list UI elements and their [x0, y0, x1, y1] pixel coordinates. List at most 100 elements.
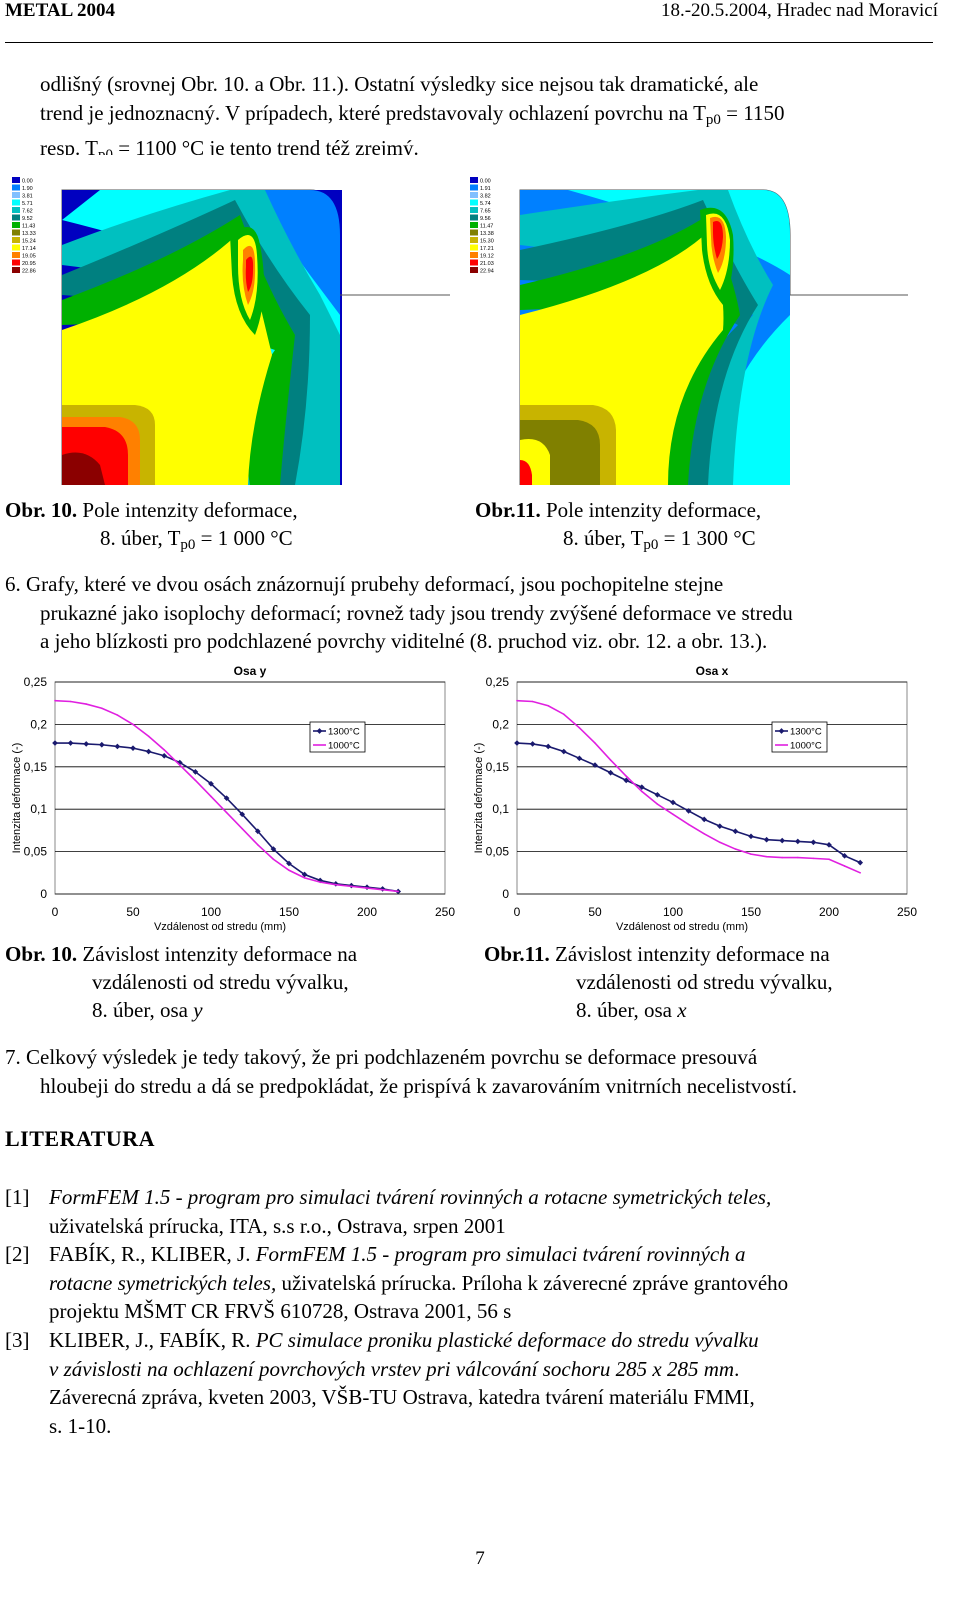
- chart-osa-x-series-1-point: [703, 832, 705, 835]
- chart-osa-y-xtick-label: 150: [279, 905, 299, 919]
- fem-legend-right-value: 0.00: [480, 179, 491, 185]
- fem-legend-left-value: 11.43: [22, 224, 35, 230]
- fem-caption-right-text: Pole intenzity deformace,: [540, 498, 762, 522]
- chart-osa-y-series-1-point: [288, 869, 290, 872]
- chart-osa-y-xtick-label: 200: [357, 905, 377, 919]
- fem-caption-right-sub: p0: [643, 537, 659, 553]
- chart-osa-x-series-0-point: [779, 837, 786, 844]
- chart-osa-y-title: Osa y: [234, 664, 267, 678]
- chart-osa-x-series-1-point: [812, 857, 815, 860]
- chart-osa-x-series-1-point: [843, 865, 846, 867]
- fem-legend-left-swatch: [12, 199, 20, 206]
- chart-osa-x-xlabel: Vzdálenost od stredu (mm): [616, 921, 748, 933]
- intro-line-1: odlišný (srovnej Obr. 10. a Obr. 11.). O…: [40, 72, 759, 96]
- fem-legend-left-swatch: [12, 192, 20, 198]
- fem-legend-left-value: 0.00: [22, 179, 33, 185]
- reference-2-line2: uživatelská prírucka. Príloha k záverecn…: [276, 1270, 789, 1295]
- chart-osa-x-legend-label: 1300°C: [790, 727, 822, 738]
- fem-legend-right-swatch: [470, 244, 478, 251]
- intro-line-2-text: trend je jednoznacný. V prípadech, které…: [40, 100, 706, 125]
- fem-legend-left-value: 20.95: [22, 261, 36, 267]
- chart-osa-y-ytick-label: 0,15: [24, 760, 48, 774]
- fem-legend-right-swatch: [470, 259, 478, 266]
- chart-osa-x-legend: [771, 721, 828, 753]
- chart-osa-y-xtick-label: 100: [201, 905, 221, 919]
- chart-osa-x-ytick-label: 0: [502, 887, 509, 901]
- fem-caption-left-end: = 1 000 °C: [195, 526, 293, 550]
- reference-1: [1] FormFEM 1.5 - program pro simulaci t…: [5, 1183, 933, 1238]
- reference-1-number: [1]: [5, 1185, 30, 1209]
- reference-3-authors: KLIBER, J., FABÍK, R.: [49, 1328, 256, 1352]
- chart-osa-x-svg: 0 0,05 0,1 0,15 0,2 0,25 0 50 100 150 200 250 Osa x V…: [473, 664, 917, 933]
- chart-osa-x-series-0-point: [826, 841, 832, 848]
- fem-contour-left-svg: 0.001.903.815.717.629.5211.4313.3315.241…: [10, 155, 450, 490]
- chart-osa-x-series-0-point: [794, 838, 801, 845]
- header-rule: [5, 42, 933, 43]
- literatura-heading: LITERATURA: [5, 1126, 156, 1151]
- fem-caption-left-sub: p0: [180, 537, 196, 553]
- chart-osa-y-series-1-point: [350, 885, 353, 888]
- chart-osa-x-series-0-point: [857, 859, 864, 866]
- fem-legend-left-value: 7.62: [22, 209, 33, 215]
- reference-3-line3: Záverecná zpráva, kveten 2003, VŠB-TU Os…: [49, 1385, 755, 1409]
- fem-legend-right-value: 1.91: [480, 186, 491, 192]
- chart-osa-y-series-1-point: [210, 795, 212, 798]
- chart-osa-x-series-1-point: [687, 823, 690, 826]
- chart-osa-x-series-1-point: [641, 790, 643, 793]
- reference-3-line4: s. 1-10.: [49, 1413, 112, 1438]
- chart-osa-y-legend-marker: [316, 728, 323, 734]
- intro-line-2-end: = 1150: [720, 100, 785, 125]
- fem-legend-left-swatch: [12, 207, 20, 213]
- chart-osa-y-series-1-point: [194, 779, 197, 782]
- reference-2-line3: projektu MŠMT CR FRVŠ 610728, Ostrava 20…: [49, 1299, 512, 1323]
- fem-legend-left-swatch: [12, 267, 20, 273]
- fem-legend-left-value: 13.33: [22, 231, 36, 237]
- fem-caption-right-line2: 8. úber, T: [563, 526, 644, 550]
- chart-osa-y-ytick-label: 0,25: [24, 675, 48, 689]
- para6-line-2: prukazné jako isoplochy deformací; rovne…: [40, 600, 793, 625]
- chart-osa-y-series-0-point: [301, 871, 308, 878]
- chart-osa-y-series-1-point: [116, 714, 119, 716]
- reference-3-number: [3]: [5, 1328, 30, 1352]
- reference-2-authors: FABÍK, R., KLIBER, J.: [49, 1242, 256, 1266]
- chart-osa-y-series-0-point: [223, 795, 230, 802]
- fem-legend-right-value: 13.38: [480, 231, 494, 237]
- chart-osa-y-series-1-point: [272, 858, 275, 861]
- chart-osa-x-xtick-label: 50: [588, 905, 602, 919]
- chart-osa-x-series-1-point: [516, 699, 518, 702]
- chart-osa-y-ytick-label: 0: [40, 887, 47, 901]
- chart-osa-y-legend-label: 1000°C: [328, 741, 360, 752]
- chart-osa-x-series-0-point: [670, 799, 676, 806]
- fem-legend-right: 0.001.913.825.747.659.5611.4713.3815.301…: [470, 177, 494, 275]
- chart-osa-x-series-1-point: [625, 775, 627, 777]
- chart-osa-x-series-1-point: [719, 841, 721, 844]
- fem-legend-left-value: 3.81: [22, 194, 33, 200]
- chart-caption-right: Obr.11. Závislost intenzity deformace na…: [484, 940, 833, 1024]
- fem-legend-left-swatch: [12, 259, 20, 266]
- chart-osa-x-series-1-point: [828, 858, 830, 861]
- chart-osa-y: 0 0,05 0,1 0,15 0,2 0,25 0 50 100 150 200 250 Osa y V…: [0, 660, 470, 938]
- chart-osa-x-series-1-point: [609, 759, 612, 761]
- chart-osa-x-ylabel: Intenzita deformace (-): [473, 743, 485, 854]
- fem-contour-right-svg: 0.001.913.825.747.659.5611.4713.3815.301…: [468, 155, 908, 490]
- para6-line-3: a jeho blízkosti pro podchlazené povrchy…: [40, 629, 768, 653]
- chart-osa-x-series-1-point: [578, 726, 581, 729]
- chart-osa-x-xtick-label: 100: [663, 905, 683, 919]
- fem-legend-right-swatch: [470, 214, 478, 221]
- chart-caption-right-line3: 8. úber, osa: [576, 998, 678, 1022]
- chart-osa-y-series-1-point: [85, 703, 87, 705]
- chart-osa-y-series-1-point: [69, 700, 72, 703]
- fem-legend-right-swatch: [470, 192, 478, 198]
- fem-legend-right-swatch: [470, 199, 478, 206]
- chart-osa-x-series-0-point: [592, 762, 598, 768]
- chart-osa-y-series-1-point: [381, 888, 384, 891]
- fem-legend-right-swatch: [470, 252, 478, 258]
- reference-1-body: FormFEM 1.5 - program pro simulaci tváre…: [49, 1183, 933, 1240]
- fem-legend-right-value: 11.47: [480, 224, 493, 230]
- chart-caption-left-line2: vzdálenosti od stredu vývalku,: [92, 970, 349, 994]
- chart-osa-x-xtick-label: 200: [819, 905, 839, 919]
- fem-caption-left-label: Obr. 10.: [5, 498, 78, 522]
- chart-osa-y-ytick-label: 0,1: [30, 802, 47, 816]
- header-conference: METAL 2004: [5, 0, 115, 21]
- chart-caption-left: Obr. 10. Závislost intenzity deformace n…: [5, 940, 357, 1024]
